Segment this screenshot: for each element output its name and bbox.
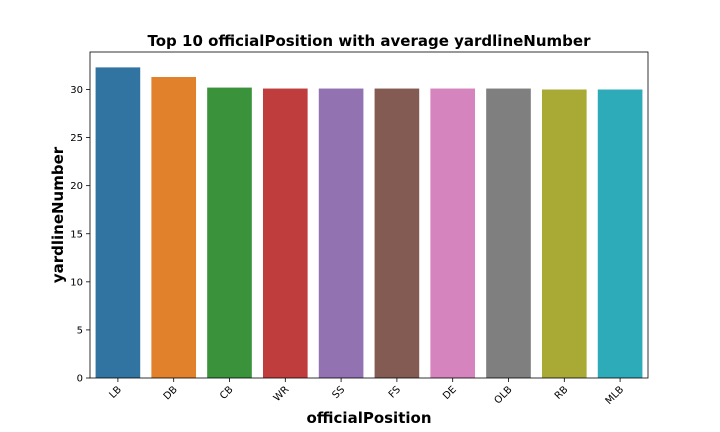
bar-cb [207, 87, 252, 379]
bar-de [430, 88, 476, 378]
x-tick-label: RB [553, 384, 571, 402]
x-tick-label: DB [162, 384, 180, 402]
bar-wr [262, 88, 308, 378]
y-tick-label: 5 [77, 325, 83, 336]
x-tick-label: CB [218, 384, 236, 402]
x-tick-label: WR [272, 384, 292, 404]
x-axis-ticks: LB DB CB WR SS FS DE OLB RB MLB [107, 378, 626, 407]
x-tick-label: SS [330, 384, 347, 401]
bar-db [151, 77, 197, 378]
y-tick-label: 20 [70, 181, 83, 192]
x-axis-label: officialPosition [307, 409, 432, 427]
bar-lb [95, 67, 141, 379]
chart-title: Top 10 officialPosition with average yar… [148, 32, 592, 50]
y-tick-label: 10 [70, 277, 83, 288]
bar-rb [541, 89, 587, 378]
y-tick-label: 25 [70, 133, 83, 144]
y-tick-label: 30 [70, 85, 83, 96]
x-tick-label: LB [107, 384, 124, 401]
bar-olb [486, 88, 531, 378]
y-tick-label: 15 [70, 229, 83, 240]
axes-frame [89, 51, 649, 379]
x-tick-label: OLB [492, 384, 514, 406]
bar-ss [318, 88, 364, 378]
y-tick-label: 0 [77, 374, 83, 385]
y-axis-ticks: 0 5 10 15 20 25 30 [70, 85, 90, 385]
bars-group [95, 67, 643, 379]
bar-mlb [597, 89, 643, 378]
x-tick-label: DE [441, 384, 459, 402]
y-axis-label: yardlineNumber [49, 146, 67, 283]
x-tick-label: MLB [604, 384, 627, 407]
bar-fs [374, 88, 420, 378]
x-tick-label: FS [387, 384, 403, 400]
